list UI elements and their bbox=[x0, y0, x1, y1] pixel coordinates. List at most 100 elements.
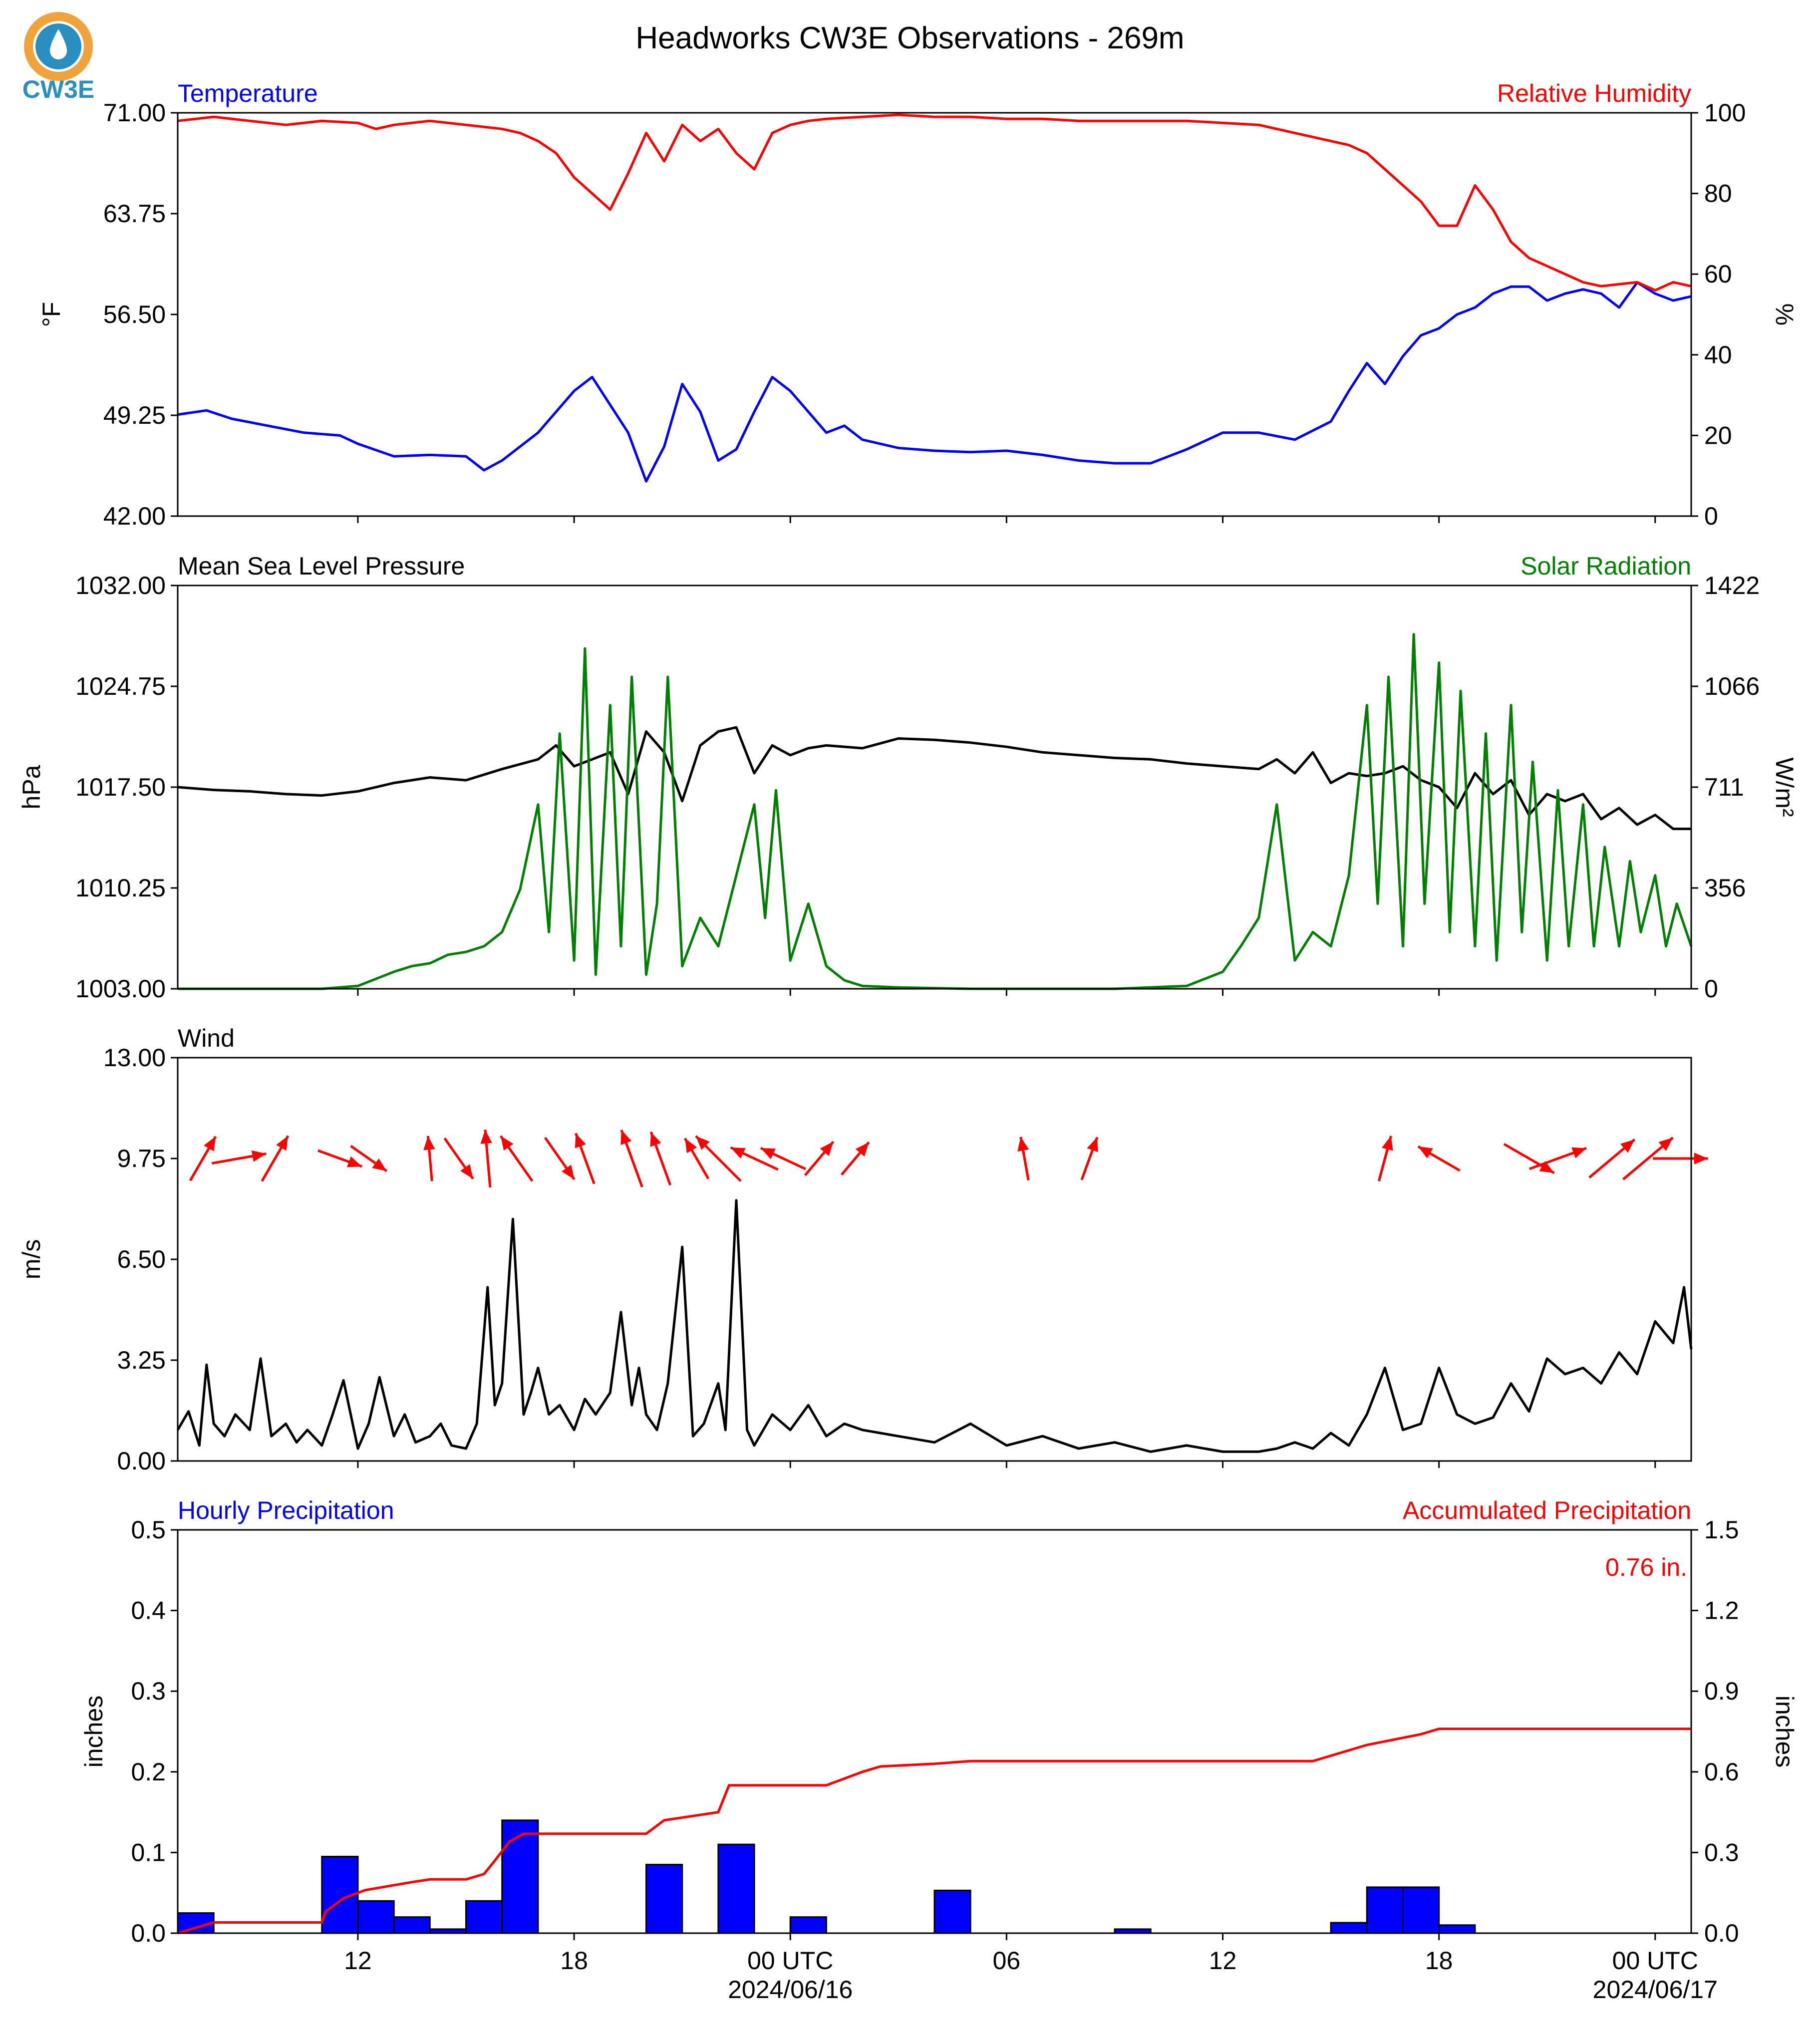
y-axis-label-left: °F bbox=[37, 302, 65, 327]
wind-vector-head bbox=[575, 1133, 586, 1149]
y-tick-label-left: 0.1 bbox=[131, 1838, 166, 1866]
x-tick-label: 06 bbox=[993, 1947, 1021, 1975]
wind-vector-head bbox=[346, 1156, 362, 1167]
wind-vector-head bbox=[1694, 1153, 1708, 1164]
y-tick-label-left: 42.00 bbox=[103, 502, 166, 530]
y-axis-label-left: m/s bbox=[17, 1239, 45, 1280]
y-axis-label-right: inches bbox=[1771, 1696, 1799, 1768]
x-tick-label: 00 UTC bbox=[1612, 1947, 1698, 1975]
y-tick-label-right: 0 bbox=[1704, 502, 1718, 530]
plot-frame bbox=[177, 584, 1692, 990]
accumulated-total-label: 0.76 in. bbox=[1605, 1553, 1687, 1581]
accumulated-precip-line bbox=[177, 1728, 1691, 1935]
logo-ring bbox=[24, 12, 93, 81]
wind-vector-head bbox=[1017, 1137, 1029, 1152]
series-line-wind bbox=[176, 1199, 1693, 1453]
wind-vector-head bbox=[204, 1136, 216, 1152]
wind-vector-head bbox=[480, 1130, 492, 1144]
plot-frame bbox=[177, 112, 1692, 517]
y-tick-label-left: 1010.25 bbox=[75, 874, 166, 902]
y-tick-label-left: 6.50 bbox=[117, 1245, 166, 1273]
y-tick-label-right: 1066 bbox=[1704, 672, 1760, 700]
y-tick-label-left: 71.00 bbox=[103, 99, 166, 127]
x-tick-label: 12 bbox=[1209, 1947, 1237, 1975]
y-tick-label-left: 1032.00 bbox=[75, 572, 166, 599]
y-tick-label-right: 40 bbox=[1704, 341, 1732, 369]
precip-bar bbox=[465, 1900, 503, 1934]
panel-label-right: Accumulated Precipitation bbox=[1403, 1496, 1691, 1524]
y-tick-label-right: 0.9 bbox=[1704, 1677, 1739, 1705]
x-tick-label: 18 bbox=[1425, 1947, 1453, 1975]
y-tick-label-right: 1422 bbox=[1704, 572, 1760, 599]
x-tick-date-label: 2024/06/16 bbox=[728, 1976, 853, 2004]
series-line-solar-radiation bbox=[178, 633, 1693, 990]
y-tick-label-left: 56.50 bbox=[103, 300, 166, 328]
y-tick-label-left: 3.25 bbox=[117, 1346, 166, 1374]
y-tick-label-right: 0 bbox=[1704, 975, 1718, 1003]
y-tick-label-left: 0.5 bbox=[131, 1516, 166, 1544]
y-tick-label-right: 60 bbox=[1704, 260, 1732, 288]
y-tick-label-right: 711 bbox=[1704, 773, 1744, 801]
plot-frame bbox=[177, 1529, 1692, 1934]
y-axis-label-right: W/m² bbox=[1771, 757, 1799, 817]
wind-vector-head bbox=[695, 1136, 710, 1150]
precip-bar bbox=[933, 1889, 971, 1934]
wind-vector-head bbox=[372, 1158, 387, 1171]
x-tick-date-label: 2024/06/17 bbox=[1593, 1976, 1718, 2004]
panel-temperature_humidity: 71.00 63.75 56.50 49.25 42.00 100 80 60 40 20 0 °F%… bbox=[37, 79, 1799, 530]
precip-bar bbox=[645, 1864, 683, 1934]
wind-vector-head bbox=[276, 1136, 289, 1151]
series-line-temperature bbox=[177, 281, 1692, 483]
y-tick-label-right: 0.0 bbox=[1704, 1919, 1739, 1947]
precip-bar bbox=[357, 1900, 395, 1934]
wind-vector-head bbox=[1418, 1146, 1433, 1159]
wind-vector-head bbox=[251, 1150, 267, 1162]
wind-vector-head bbox=[685, 1138, 697, 1154]
y-tick-label-left: 13.00 bbox=[103, 1044, 166, 1072]
y-tick-label-right: 356 bbox=[1704, 874, 1746, 902]
y-tick-label-left: 1017.50 bbox=[75, 773, 166, 801]
y-tick-label-left: 1003.00 bbox=[75, 975, 166, 1003]
wind-vector-head bbox=[562, 1164, 575, 1179]
wind-vector-head bbox=[1658, 1138, 1673, 1151]
series-line-mean-sea-level-pressure bbox=[177, 726, 1691, 831]
y-tick-label-left: 63.75 bbox=[103, 200, 166, 228]
y-tick-label-left: 1024.75 bbox=[75, 672, 166, 700]
y-tick-label-right: 80 bbox=[1704, 180, 1732, 208]
wind-vector-head bbox=[423, 1136, 435, 1151]
panel-label-left: Hourly Precipitation bbox=[178, 1496, 394, 1524]
y-tick-label-left: 9.75 bbox=[117, 1145, 166, 1172]
precip-bar bbox=[501, 1819, 539, 1934]
plot-frame bbox=[177, 1057, 1692, 1462]
precip-bar bbox=[1366, 1886, 1404, 1934]
y-tick-label-right: 1.2 bbox=[1704, 1597, 1739, 1625]
precip-bar bbox=[717, 1843, 755, 1934]
panel-label-left: Temperature bbox=[178, 79, 318, 107]
y-axis-label-left: hPa bbox=[17, 765, 45, 809]
y-tick-label-right: 0.3 bbox=[1704, 1838, 1739, 1866]
series-line-relative-humidity bbox=[177, 113, 1692, 291]
x-tick-label: 18 bbox=[560, 1947, 588, 1975]
wind-vector-head bbox=[730, 1147, 746, 1159]
wind-vector-head bbox=[650, 1132, 661, 1147]
precip-bar bbox=[1330, 1922, 1368, 1934]
y-axis-label-right: % bbox=[1771, 303, 1799, 325]
cw3e-logo: CW3E bbox=[22, 12, 94, 103]
precip-bar bbox=[789, 1916, 827, 1934]
y-tick-label-left: 0.3 bbox=[131, 1677, 166, 1705]
panel-label-right: Relative Humidity bbox=[1497, 79, 1691, 107]
panel-wind: 13.00 9.75 6.50 3.25 0.00 m/s Wind bbox=[17, 1024, 1708, 1475]
x-tick-label: 00 UTC bbox=[747, 1947, 833, 1975]
y-tick-label-left: 0.0 bbox=[131, 1919, 166, 1947]
panel-pressure_solar: 1032.00 1024.75 1017.50 1010.25 1003.00 1422 1… bbox=[17, 552, 1799, 1003]
y-tick-label-right: 1.5 bbox=[1704, 1516, 1739, 1544]
wind-vector-head bbox=[460, 1164, 473, 1179]
wind-vector-head bbox=[1539, 1161, 1554, 1173]
panel-label-left: Mean Sea Level Pressure bbox=[178, 552, 465, 580]
logo-text: CW3E bbox=[22, 75, 94, 103]
y-tick-label-left: 49.25 bbox=[103, 401, 166, 429]
panel-label-right: Solar Radiation bbox=[1520, 552, 1691, 580]
wind-vector-head bbox=[1571, 1147, 1587, 1159]
x-tick-label: 12 bbox=[344, 1947, 372, 1975]
